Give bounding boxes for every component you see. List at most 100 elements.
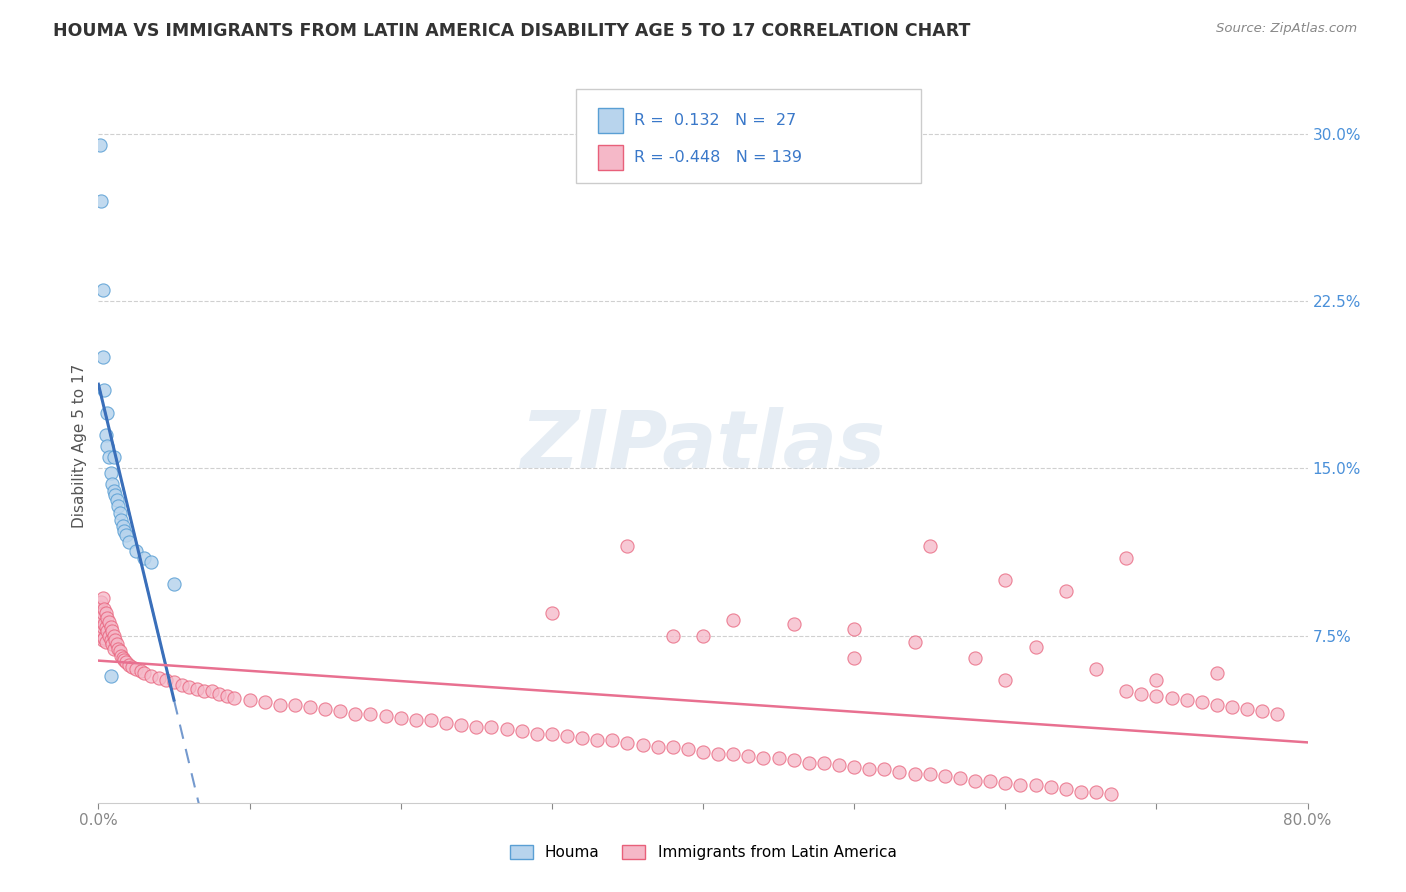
Point — [103, 642, 125, 657]
Point — [103, 483, 125, 498]
Point — [129, 664, 152, 679]
Point — [616, 735, 638, 749]
Point — [112, 524, 135, 538]
Point — [661, 740, 683, 755]
Point — [239, 693, 262, 707]
Point — [994, 673, 1017, 687]
Point — [1130, 687, 1153, 701]
Point — [96, 405, 118, 419]
Point — [949, 771, 972, 786]
Point — [179, 680, 201, 694]
Point — [96, 439, 118, 453]
Point — [91, 350, 114, 364]
Point — [1267, 706, 1289, 721]
Point — [495, 723, 517, 737]
Point — [94, 427, 117, 442]
Point — [201, 684, 224, 698]
Point — [1070, 785, 1092, 799]
Point — [91, 619, 114, 633]
Point — [1251, 705, 1274, 719]
Point — [965, 773, 987, 788]
Point — [329, 705, 352, 719]
Y-axis label: Disability Age 5 to 17: Disability Age 5 to 17 — [72, 364, 87, 528]
Point — [1220, 699, 1243, 714]
Point — [405, 714, 427, 728]
Point — [481, 720, 503, 734]
Point — [1085, 662, 1108, 676]
Point — [108, 506, 131, 520]
Point — [1010, 778, 1032, 792]
Point — [1115, 684, 1137, 698]
Point — [1144, 673, 1167, 687]
Point — [783, 617, 806, 632]
Point — [93, 631, 115, 645]
Text: HOUMA VS IMMIGRANTS FROM LATIN AMERICA DISABILITY AGE 5 TO 17 CORRELATION CHART: HOUMA VS IMMIGRANTS FROM LATIN AMERICA D… — [53, 22, 970, 40]
Point — [101, 476, 124, 491]
Point — [858, 762, 880, 776]
Point — [1099, 787, 1122, 801]
Point — [110, 648, 132, 663]
Point — [1191, 696, 1213, 710]
Point — [104, 633, 127, 648]
Point — [104, 488, 127, 502]
Point — [768, 751, 790, 765]
Point — [107, 499, 129, 513]
Point — [121, 660, 143, 674]
Point — [555, 729, 578, 743]
Point — [723, 613, 745, 627]
Point — [540, 726, 562, 740]
Point — [90, 610, 112, 624]
Point — [114, 655, 136, 669]
Point — [94, 635, 117, 649]
Point — [91, 283, 114, 297]
Point — [844, 760, 866, 774]
Point — [132, 550, 155, 565]
Point — [170, 678, 193, 692]
Point — [965, 651, 987, 665]
Point — [1206, 698, 1229, 712]
Point — [98, 615, 121, 630]
Point — [284, 698, 307, 712]
Point — [110, 512, 132, 526]
Point — [114, 528, 136, 542]
Point — [100, 669, 122, 683]
Point — [450, 717, 472, 731]
Point — [540, 607, 562, 621]
Point — [98, 628, 121, 642]
Point — [89, 613, 111, 627]
Point — [813, 756, 835, 770]
Point — [155, 673, 177, 687]
Point — [91, 633, 114, 648]
Point — [89, 599, 111, 614]
Point — [918, 767, 941, 781]
Point — [94, 607, 117, 621]
Point — [101, 637, 124, 651]
Point — [215, 689, 238, 703]
Point — [616, 539, 638, 553]
Text: ZIPatlas: ZIPatlas — [520, 407, 886, 485]
Point — [1206, 666, 1229, 681]
Point — [93, 602, 115, 616]
Point — [844, 651, 866, 665]
Point — [1039, 780, 1062, 795]
Point — [797, 756, 820, 770]
Point — [707, 747, 730, 761]
Point — [1024, 640, 1046, 654]
Point — [193, 684, 215, 698]
Point — [994, 776, 1017, 790]
Point — [89, 137, 111, 152]
Point — [94, 619, 117, 633]
Point — [389, 711, 412, 725]
Point — [107, 642, 129, 657]
Point — [934, 769, 956, 783]
Point — [148, 671, 170, 685]
Point — [904, 767, 927, 781]
Point — [1024, 778, 1046, 792]
Point — [90, 626, 112, 640]
Point — [111, 519, 134, 533]
Point — [253, 696, 276, 710]
Point — [360, 706, 382, 721]
Point — [101, 624, 124, 639]
Point — [1115, 550, 1137, 565]
Point — [299, 699, 322, 714]
